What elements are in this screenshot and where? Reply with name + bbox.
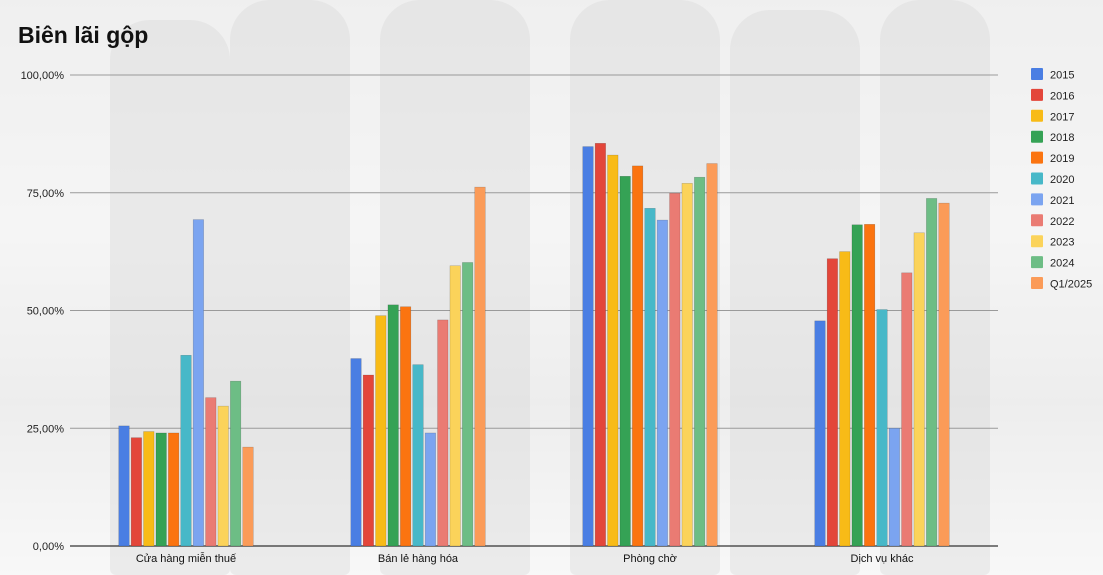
bar [168,432,180,547]
bar [851,224,863,547]
bar [350,358,362,547]
y-tick-label: 100,00% [21,70,65,82]
bar [155,432,167,547]
legend-label: 2017 [1050,111,1074,123]
legend-swatch [1031,172,1043,185]
legend-swatch [1031,109,1043,122]
bar [888,428,900,547]
legend-swatch [1031,193,1043,206]
bar [130,437,142,547]
y-tick-label: 0,00% [33,541,64,553]
legend-swatch [1031,130,1043,143]
x-tick-label: Phòng chờ [623,553,677,565]
y-tick-label: 50,00% [27,306,65,318]
bar [814,320,826,547]
legend-label: Q1/2025 [1050,279,1092,291]
bar [607,154,619,547]
bar [826,258,838,547]
x-tick-label: Bán lẻ hàng hóa [378,553,459,565]
bar [669,192,681,547]
legend-swatch [1031,151,1043,164]
bar [387,304,399,547]
legend-swatch [1031,68,1043,80]
bar [217,405,229,547]
legend-label: 2024 [1050,258,1074,270]
bar [938,202,950,547]
bar [180,354,192,547]
bar [594,143,606,547]
legend-label: 2016 [1050,90,1074,102]
bar [375,315,387,547]
y-tick-label: 75,00% [27,188,65,200]
bar [694,176,706,547]
bar [437,319,449,547]
bar [864,224,876,547]
bar [362,374,374,547]
legend-swatch [1031,214,1043,227]
bar [619,176,631,547]
bar [143,431,155,547]
bar [913,232,925,547]
legend-label: 2020 [1050,174,1074,186]
bar [205,397,217,547]
bar [449,265,461,547]
legend-swatch [1031,256,1043,269]
bar [474,186,486,547]
bar [400,306,412,547]
legend-label: 2023 [1050,237,1074,249]
bar [192,219,204,547]
x-tick-label: Cửa hàng miễn thuế [136,552,236,565]
bar [424,432,436,547]
legend-swatch [1031,277,1043,289]
legend-label: 2021 [1050,195,1074,207]
bar [644,208,656,547]
bar [839,251,851,547]
chart-title: Biên lãi gộp [18,22,149,48]
legend-label: 2019 [1050,153,1074,165]
bar [462,262,474,547]
legend-label: 2015 [1050,70,1074,82]
bar [118,425,130,547]
legend-label: 2018 [1050,132,1074,144]
legend-swatch [1031,88,1043,101]
legend-swatch [1031,235,1043,248]
bar [681,183,693,547]
bar [706,163,718,547]
bar [876,309,888,547]
bar [656,219,668,547]
bar [230,380,242,547]
bar [582,146,594,547]
bar [901,272,913,547]
legend-label: 2022 [1050,216,1074,228]
x-tick-label: Dịch vụ khác [851,553,914,565]
bar [926,198,938,547]
bar [242,446,254,547]
bar [632,165,644,547]
bar [412,364,424,547]
y-tick-label: 25,00% [27,423,65,435]
